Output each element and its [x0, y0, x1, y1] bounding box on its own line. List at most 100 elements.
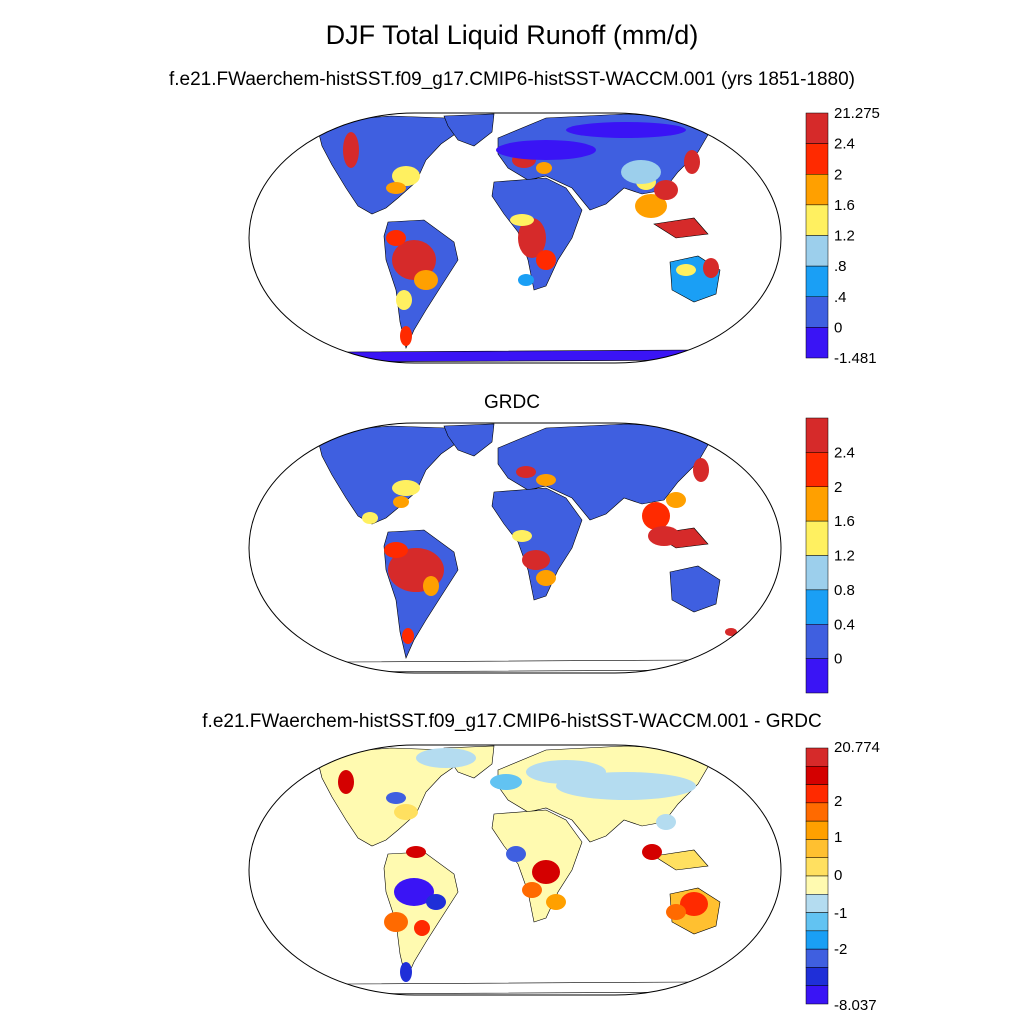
- colorbar-box: [805, 143, 829, 175]
- runoff-patch: [648, 526, 680, 546]
- runoff-patch: [518, 274, 534, 286]
- runoff-patch: [703, 258, 719, 278]
- runoff-patch: [400, 326, 412, 346]
- colorbar-box: [805, 112, 829, 144]
- runoff-patch: [684, 150, 700, 174]
- colorbar-box: [805, 985, 829, 1005]
- colorbar-box: [805, 174, 829, 206]
- colorbar-tick-label: 2: [834, 793, 842, 810]
- colorbar-box: [805, 894, 829, 913]
- runoff-patch: [386, 230, 406, 246]
- colorbar-box: [805, 820, 829, 840]
- runoff-patch: [654, 180, 678, 200]
- runoff-patch: [338, 770, 354, 794]
- runoff-patch: [516, 466, 536, 478]
- runoff-patch: [384, 542, 408, 558]
- colorbar-model: 21.275 2.4 2 1.6 1.2 .8 .4 0 -1.481: [805, 105, 880, 367]
- colorbar-box: [805, 624, 829, 659]
- colorbar-tick-label: 20.774: [834, 739, 880, 756]
- runoff-patch: [426, 894, 446, 910]
- colorbar-box: [805, 417, 829, 453]
- runoff-patch: [635, 194, 667, 218]
- colorbar-box: [805, 857, 829, 877]
- colorbar-box: [805, 520, 829, 556]
- runoff-patch: [656, 814, 676, 830]
- colorbar-box: [805, 486, 829, 522]
- runoff-patch: [536, 474, 556, 486]
- runoff-patch: [394, 878, 434, 906]
- runoff-patch: [532, 860, 560, 884]
- map-border: [248, 112, 782, 364]
- colorbar-box: [805, 327, 829, 359]
- map-border: [248, 422, 782, 674]
- runoff-patch: [506, 846, 526, 862]
- colorbar-tick-label: 2.4: [834, 136, 855, 153]
- colorbar-tick-label: 1: [834, 829, 842, 846]
- runoff-patch: [423, 576, 439, 596]
- panel-title-grdc: GRDC: [484, 392, 540, 413]
- landmass-indonesia: [653, 849, 709, 871]
- colorbar-tick-label: 0: [834, 651, 842, 668]
- colorbar-box: [805, 930, 829, 950]
- colorbar-box: [805, 948, 829, 968]
- colorbar-tick-label: -1.481: [834, 350, 877, 367]
- runoff-patch: [386, 182, 406, 194]
- colorbar-tick-label: .8: [834, 258, 847, 275]
- colorbar-box: [805, 839, 829, 858]
- runoff-patch: [512, 530, 532, 542]
- colorbar-tick-label: 2: [834, 166, 842, 183]
- runoff-patch: [496, 140, 596, 160]
- runoff-patch: [680, 892, 708, 916]
- runoff-patch: [693, 458, 709, 482]
- colorbar-grdc: 2.4 2 1.6 1.2 0.8 0.4 0: [805, 417, 855, 694]
- colorbar-tick-label: .4: [834, 289, 847, 306]
- runoff-patch: [642, 502, 670, 530]
- landmass-namerica: [315, 425, 462, 525]
- colorbar-box: [805, 766, 829, 785]
- runoff-patch: [666, 492, 686, 508]
- landmass-outline-antarctica: [305, 981, 727, 995]
- runoff-patch: [676, 264, 696, 276]
- runoff-patch: [402, 628, 414, 644]
- colorbar-box: [805, 204, 829, 236]
- colorbar-tick-label: 0: [834, 319, 842, 336]
- colorbar-tick-label: 21.275: [834, 105, 880, 122]
- colorbar-tick-label: 2: [834, 479, 842, 496]
- colorbar-box: [805, 967, 829, 986]
- landmass-outline-antarctica: [305, 659, 727, 673]
- colorbar-tick-label: 1.2: [834, 228, 855, 245]
- colorbar-tick-label: 0.4: [834, 616, 855, 633]
- colorbar-box: [805, 296, 829, 328]
- colorbar-box: [805, 747, 829, 767]
- runoff-patch: [546, 894, 566, 910]
- runoff-patch: [522, 550, 550, 570]
- colorbar-tick-label: -1: [834, 905, 847, 922]
- colorbar-tick-label: 1.6: [834, 513, 855, 530]
- runoff-patch: [621, 160, 661, 184]
- colorbar-box: [805, 589, 829, 625]
- colorbar-box: [805, 235, 829, 267]
- colorbar-box: [805, 658, 829, 694]
- colorbar-box: [805, 875, 829, 895]
- colorbar-tick-label: 1.6: [834, 197, 855, 214]
- landmass-australia: [669, 565, 721, 613]
- runoff-patch: [392, 240, 436, 280]
- panel-title-model: f.e21.FWaerchem-histSST.f09_g17.CMIP6-hi…: [168, 69, 855, 90]
- runoff-patch: [490, 774, 522, 790]
- landmass-indonesia: [653, 217, 709, 239]
- runoff-patch: [386, 792, 406, 804]
- colorbar-box: [805, 802, 829, 822]
- runoff-patch: [526, 760, 606, 784]
- landmass-antarctica: [305, 349, 727, 363]
- colorbar-tick-label: 0.8: [834, 582, 855, 599]
- colorbar-difference: 20.774 2 1 0 -1 -2 -8.037: [805, 739, 880, 1014]
- landmass-greenland: [443, 423, 495, 457]
- colorbar-box: [805, 265, 829, 297]
- runoff-patch: [536, 162, 552, 174]
- runoff-patch: [343, 132, 359, 168]
- landmass-greenland: [443, 113, 495, 147]
- runoff-patch: [510, 214, 534, 226]
- colorbar-tick-label: 0: [834, 867, 842, 884]
- colorbar-tick-label: 2.4: [834, 444, 855, 461]
- runoff-patch: [414, 270, 438, 290]
